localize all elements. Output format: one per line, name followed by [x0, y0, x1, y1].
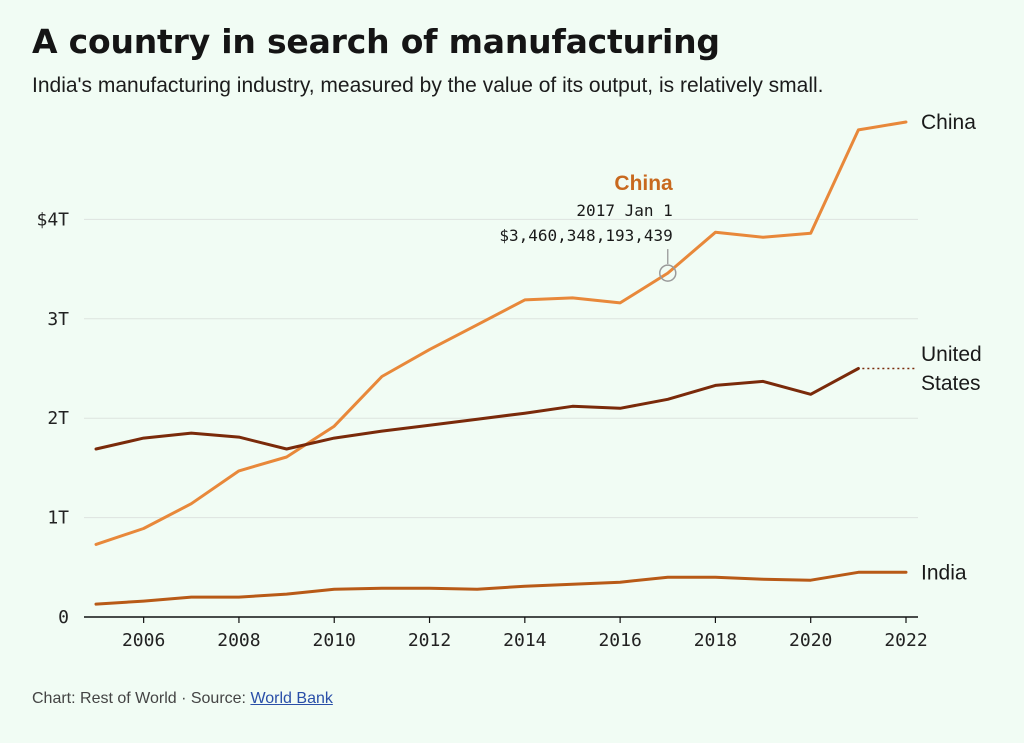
series-line-india[interactable] — [94, 570, 908, 606]
source-link[interactable]: World Bank — [250, 690, 333, 707]
chart-subtitle: India's manufacturing industry, measured… — [32, 74, 824, 97]
x-tick-label: 2006 — [122, 630, 165, 651]
tooltip-date: 2017 Jan 1 — [576, 201, 672, 220]
series-label-india: India — [921, 561, 967, 584]
series-end-labels: China United States India — [921, 111, 982, 584]
y-tick-label: 2T — [47, 408, 69, 429]
y-tick-label: $4T — [36, 209, 69, 230]
series-lines — [94, 120, 915, 606]
tooltip-marker[interactable] — [659, 264, 677, 282]
tooltip-value: $3,460,348,193,439 — [499, 226, 672, 245]
x-tick-label: 2014 — [503, 630, 546, 651]
y-tick-label: 1T — [47, 508, 69, 529]
series-line-united-states[interactable] — [94, 367, 860, 451]
x-tick-label: 2018 — [694, 630, 737, 651]
series-line-china[interactable] — [94, 120, 908, 546]
footer-credit: Chart: Rest of World · Source: — [32, 690, 251, 707]
series-label-china: China — [921, 111, 976, 134]
tooltip-series-name: China — [614, 172, 673, 195]
x-tick-label: 2022 — [884, 630, 927, 651]
line-chart: 0 1T 2T 3T $4T 2006 2008 2010 2012 2014 2016 2018 20… — [36, 111, 982, 651]
axes: 0 1T 2T 3T $4T 2006 2008 2010 2012 2014 2016 2018 20… — [36, 209, 927, 651]
x-tick-label: 2008 — [217, 630, 260, 651]
x-tick-label: 2012 — [408, 630, 451, 651]
chart-title: A country in search of manufacturing — [32, 22, 720, 61]
y-tick-label: 0 — [58, 607, 69, 628]
x-tick-label: 2016 — [598, 630, 641, 651]
series-label-united-states: United States — [921, 343, 982, 395]
x-tick-label: 2010 — [313, 630, 356, 651]
y-tick-label: 3T — [47, 309, 69, 330]
gridlines — [84, 218, 918, 519]
chart-footer: Chart: Rest of World · Source: World Ban… — [32, 690, 333, 708]
x-tick-label: 2020 — [789, 630, 832, 651]
tooltip: China 2017 Jan 1 $3,460,348,193,439 — [499, 172, 677, 282]
